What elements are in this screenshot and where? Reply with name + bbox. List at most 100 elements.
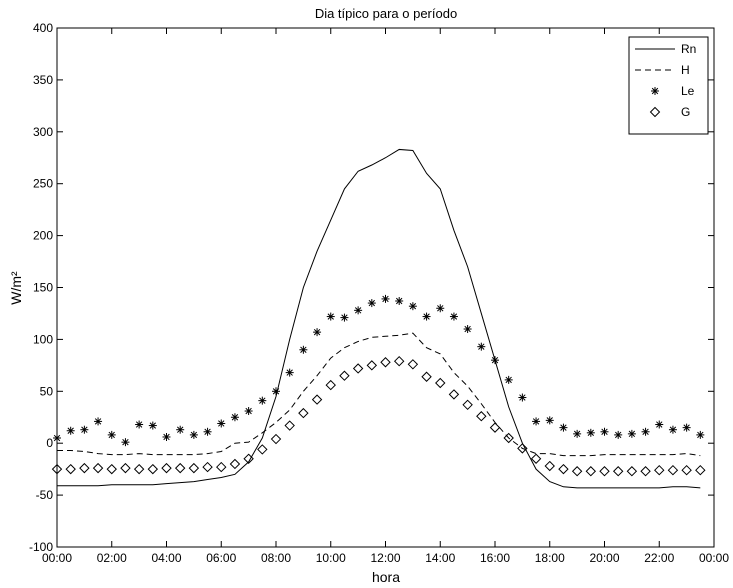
x-tick-label: 20:00 <box>589 551 619 565</box>
point-le <box>600 427 609 436</box>
point-le <box>449 312 458 321</box>
point-g <box>339 370 350 381</box>
point-g <box>366 360 378 371</box>
point-le <box>162 432 171 441</box>
series-line-rn <box>57 148 701 489</box>
point-g <box>544 460 555 472</box>
y-tick-label: -100 <box>29 540 53 554</box>
point-le <box>299 345 308 354</box>
point-le <box>586 428 595 437</box>
point-g <box>257 444 268 455</box>
point-g <box>654 464 665 476</box>
y-tick-label: 50 <box>40 384 54 398</box>
point-le <box>148 421 157 430</box>
point-le <box>395 296 404 305</box>
x-tick-label: 10:00 <box>316 551 346 565</box>
y-axis-label: W/m² <box>8 271 24 305</box>
point-g <box>284 420 295 431</box>
point-g <box>667 464 679 476</box>
point-le <box>94 417 103 426</box>
legend-label-g: G <box>681 105 690 119</box>
point-g <box>503 432 514 444</box>
point-le <box>53 434 61 443</box>
legend: Rn H Le G <box>628 36 709 135</box>
point-g <box>51 463 63 475</box>
point-le <box>422 312 431 321</box>
point-g <box>216 461 227 473</box>
point-g <box>421 371 432 382</box>
point-le <box>408 302 417 311</box>
point-g <box>243 453 254 464</box>
point-le <box>491 356 499 365</box>
point-le <box>436 304 445 313</box>
chart-title: Dia típico para o período <box>315 6 457 21</box>
y-tick-label: 100 <box>33 332 53 346</box>
legend-label-rn: Rn <box>681 42 696 56</box>
y-tick-label: 300 <box>33 125 53 139</box>
point-g <box>530 453 542 464</box>
point-g <box>681 464 692 476</box>
point-le <box>66 426 75 435</box>
point-le <box>477 342 486 351</box>
point-le <box>285 368 294 377</box>
point-le <box>614 430 623 439</box>
point-g <box>489 422 501 433</box>
point-g <box>202 461 213 473</box>
point-le <box>627 429 636 438</box>
plot-area: 00:00 02:00 04:00 06:00 08:00 10:00 12:00 14:00… <box>29 21 729 565</box>
point-le <box>696 430 705 439</box>
point-le <box>189 430 198 439</box>
point-g <box>571 466 583 477</box>
legend-box <box>628 36 709 135</box>
point-le <box>313 328 322 337</box>
y-tick-label: 0 <box>46 436 53 450</box>
point-le <box>244 407 253 416</box>
point-g <box>174 462 186 474</box>
point-le <box>559 423 568 432</box>
y-tick-label: 250 <box>33 177 53 191</box>
point-g <box>65 463 76 475</box>
point-g <box>558 463 569 475</box>
point-g <box>393 355 405 367</box>
point-g <box>640 466 651 477</box>
point-le <box>504 375 513 384</box>
point-le <box>217 419 226 428</box>
point-le <box>532 417 541 426</box>
point-g <box>626 466 638 477</box>
x-tick-label: 16:00 <box>480 551 510 565</box>
point-le <box>80 425 89 434</box>
point-g <box>380 357 391 368</box>
point-g <box>695 464 706 476</box>
x-tick-label: 12:00 <box>370 551 400 565</box>
x-tick-label: 22:00 <box>644 551 674 565</box>
x-axis-label: hora <box>372 569 400 585</box>
point-le <box>326 312 335 321</box>
y-tick-label: 350 <box>33 73 53 87</box>
point-g <box>106 463 117 475</box>
point-g <box>462 399 473 411</box>
point-g <box>120 462 131 474</box>
legend-swatch-g <box>649 106 661 118</box>
x-tick-label: 02:00 <box>97 551 127 565</box>
point-le <box>668 425 677 434</box>
point-le <box>655 420 664 429</box>
point-g <box>92 462 104 474</box>
point-le <box>545 416 554 425</box>
point-le <box>135 420 144 429</box>
point-le <box>682 423 691 432</box>
point-g <box>298 407 309 419</box>
x-tick-label: 18:00 <box>535 551 565 565</box>
point-le <box>340 313 349 322</box>
point-le <box>107 430 116 439</box>
point-g <box>352 363 364 374</box>
point-g <box>229 458 241 470</box>
point-g <box>270 433 282 445</box>
point-g <box>133 463 145 475</box>
point-g <box>585 466 597 477</box>
point-le <box>272 387 280 396</box>
point-le <box>518 393 527 402</box>
point-le <box>258 396 267 405</box>
y-tick-label: 150 <box>33 281 53 295</box>
